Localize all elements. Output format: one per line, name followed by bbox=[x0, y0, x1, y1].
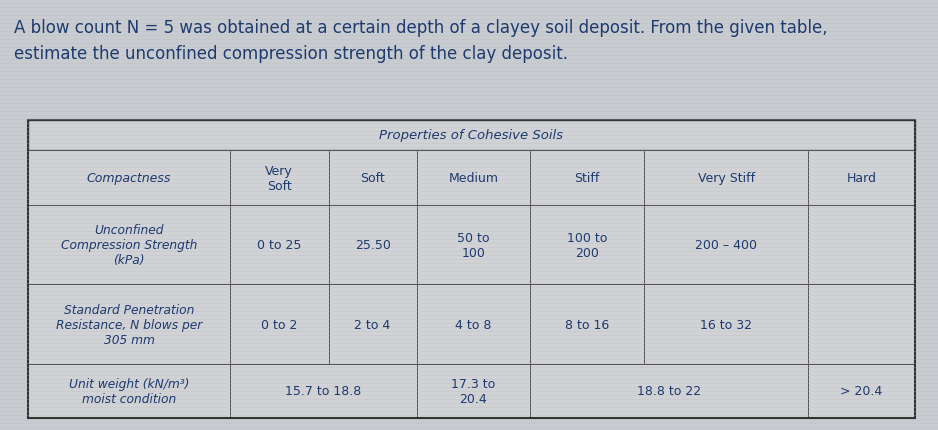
Text: 18.8 to 22: 18.8 to 22 bbox=[637, 384, 702, 397]
Text: 16 to 32: 16 to 32 bbox=[700, 318, 752, 331]
Text: 100 to
200: 100 to 200 bbox=[567, 231, 607, 259]
Text: 25.50: 25.50 bbox=[355, 239, 390, 252]
Text: 17.3 to
20.4: 17.3 to 20.4 bbox=[451, 377, 495, 405]
Text: Medium: Medium bbox=[448, 172, 498, 185]
Text: 15.7 to 18.8: 15.7 to 18.8 bbox=[285, 384, 361, 397]
Text: Unit weight (kN/m³)
moist condition: Unit weight (kN/m³) moist condition bbox=[68, 377, 189, 405]
Text: A blow count N = 5 was obtained at a certain depth of a clayey soil deposit. Fro: A blow count N = 5 was obtained at a cer… bbox=[14, 19, 827, 37]
Text: Standard Penetration
Resistance, N blows per
305 mm: Standard Penetration Resistance, N blows… bbox=[56, 303, 202, 346]
Text: 4 to 8: 4 to 8 bbox=[455, 318, 492, 331]
Text: 50 to
100: 50 to 100 bbox=[457, 231, 490, 259]
Text: Soft: Soft bbox=[360, 172, 385, 185]
Text: Compactness: Compactness bbox=[87, 172, 171, 185]
Text: 0 to 25: 0 to 25 bbox=[257, 239, 301, 252]
Text: 0 to 2: 0 to 2 bbox=[261, 318, 297, 331]
Text: Very Stiff: Very Stiff bbox=[698, 172, 755, 185]
Text: Hard: Hard bbox=[846, 172, 876, 185]
Text: Unconfined
Compression Strength
(kPa): Unconfined Compression Strength (kPa) bbox=[61, 224, 197, 267]
Text: > 20.4: > 20.4 bbox=[840, 384, 883, 397]
Text: Properties of Cohesive Soils: Properties of Cohesive Soils bbox=[379, 129, 564, 142]
Text: 8 to 16: 8 to 16 bbox=[565, 318, 609, 331]
Text: estimate the unconfined compression strength of the clay deposit.: estimate the unconfined compression stre… bbox=[14, 45, 568, 63]
Text: Stiff: Stiff bbox=[574, 172, 599, 185]
Text: 200 – 400: 200 – 400 bbox=[695, 239, 757, 252]
Text: Very
Soft: Very Soft bbox=[265, 164, 293, 192]
Text: 2 to 4: 2 to 4 bbox=[355, 318, 391, 331]
